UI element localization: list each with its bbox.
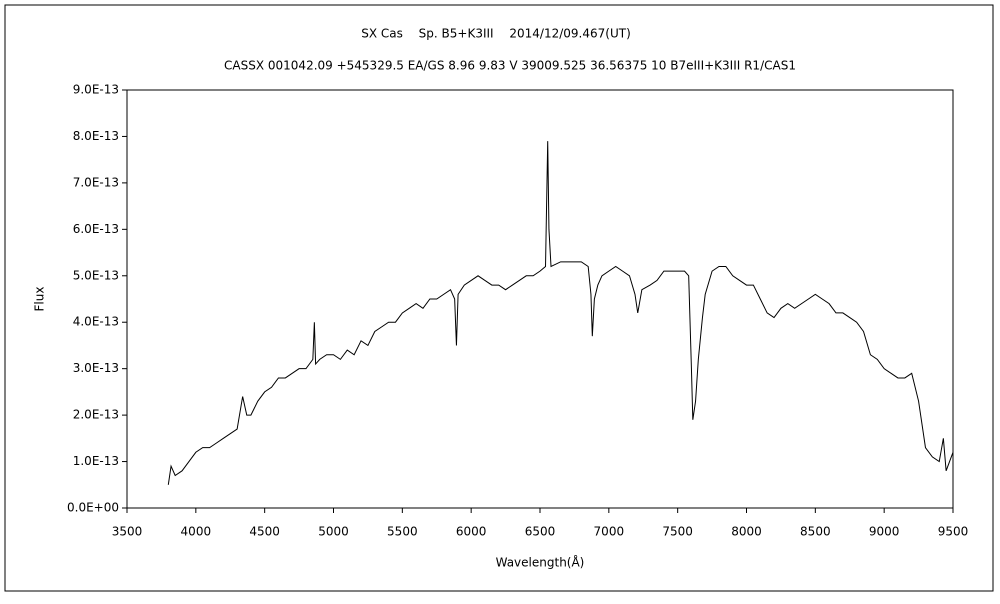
x-tick-label: 4500 (249, 525, 280, 539)
y-tick-label: 2.0E-13 (73, 408, 119, 422)
x-tick-label: 6500 (525, 525, 556, 539)
x-tick-label: 9500 (938, 525, 969, 539)
y-tick-label: 4.0E-13 (73, 315, 119, 329)
y-tick-label: 6.0E-13 (73, 222, 119, 236)
y-axis-label: Flux (33, 287, 47, 312)
y-tick-label: 1.0E-13 (73, 454, 119, 468)
y-tick-label: 8.0E-13 (73, 129, 119, 143)
x-tick-label: 5500 (387, 525, 418, 539)
chart-title: SX Cas Sp. B5+K3III 2014/12/09.467(UT) (361, 27, 631, 41)
chart-subtitle: CASSX 001042.09 +545329.5 EA/GS 8.96 9.8… (224, 59, 796, 73)
x-tick-label: 3500 (112, 525, 143, 539)
y-tick-label: 3.0E-13 (73, 361, 119, 375)
x-tick-label: 6000 (456, 525, 487, 539)
x-tick-label: 9000 (869, 525, 900, 539)
x-tick-label: 4000 (181, 525, 212, 539)
x-axis-label: Wavelength(Å) (496, 555, 585, 570)
x-tick-label: 8500 (800, 525, 831, 539)
x-tick-label: 7000 (594, 525, 625, 539)
y-tick-label: 0.0E+00 (67, 501, 119, 515)
x-tick-label: 5000 (318, 525, 349, 539)
spectrum-line (167, 141, 954, 485)
chart-border (4, 4, 994, 592)
x-tick-label: 8000 (731, 525, 762, 539)
y-tick-label: 7.0E-13 (73, 175, 119, 189)
x-tick-label: 7500 (662, 525, 693, 539)
y-tick-label: 9.0E-13 (73, 83, 119, 97)
y-tick-label: 5.0E-13 (73, 268, 119, 282)
